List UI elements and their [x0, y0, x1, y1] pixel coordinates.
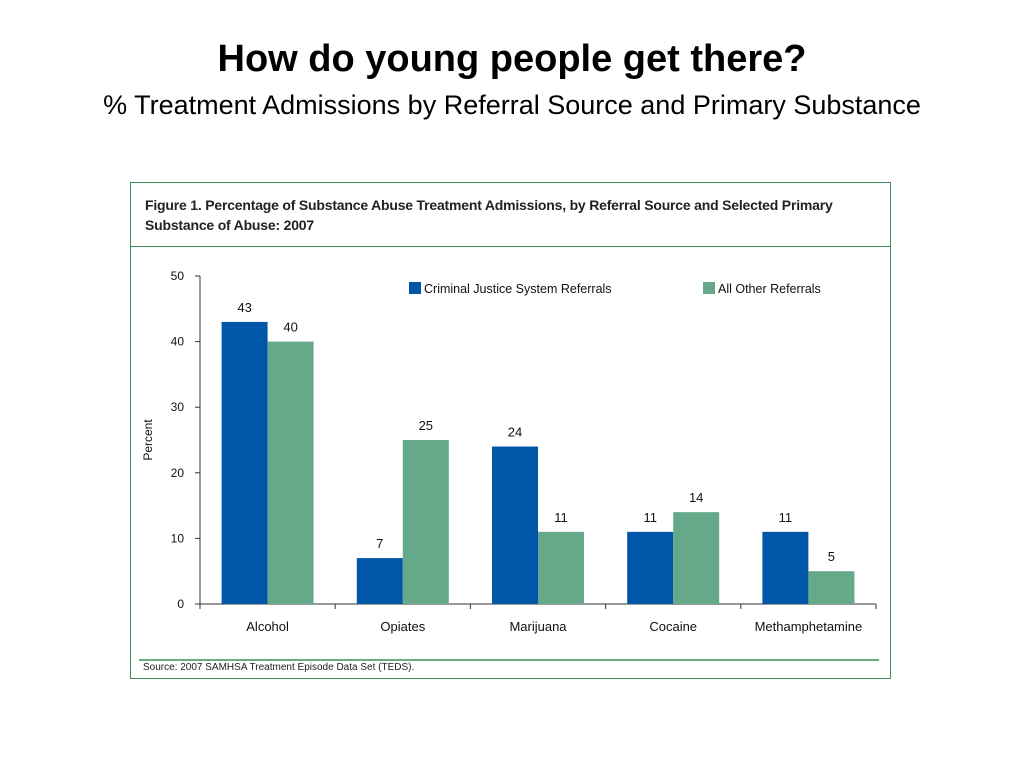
slide-subtitle: % Treatment Admissions by Referral Sourc… — [103, 90, 921, 120]
legend-label: All Other Referrals — [718, 282, 821, 296]
y-tick-label: 40 — [171, 335, 185, 349]
data-label: 7 — [376, 536, 383, 551]
legend-label: Criminal Justice System Referrals — [424, 282, 612, 296]
data-label: 40 — [283, 320, 297, 335]
legend-swatch — [703, 282, 715, 294]
slide-title: How do young people get there? — [217, 38, 807, 80]
category-label: Methamphetamine — [755, 619, 863, 634]
y-tick-label: 10 — [171, 531, 185, 545]
legend-swatch — [409, 282, 421, 294]
data-label: 24 — [508, 425, 522, 440]
y-axis-title: Percent — [141, 419, 155, 461]
bar-chart: 0 10 20 30 40 50 Percent 43 40 Alcohol 7 25 Opiates 2… — [139, 269, 879, 661]
data-label: 5 — [828, 549, 835, 564]
bar-opiates-criminal-justice — [356, 558, 403, 604]
bar-marijuana-criminal-justice — [492, 446, 538, 604]
bar-marijuana-all-other — [538, 531, 584, 604]
bar-alcohol-all-other — [267, 341, 314, 604]
data-label: 25 — [419, 418, 433, 433]
data-label: 11 — [643, 510, 657, 525]
y-tick-label: 30 — [171, 400, 185, 414]
data-label: 11 — [779, 510, 793, 525]
y-tick-label: 50 — [171, 269, 185, 283]
bar-methamphetamine-criminal-justice — [762, 531, 809, 604]
y-tick-label: 0 — [177, 597, 184, 611]
bar-alcohol-criminal-justice — [221, 321, 268, 604]
data-label: 11 — [554, 510, 568, 525]
figure-frame: Figure 1. Percentage of Substance Abuse … — [130, 182, 891, 679]
category-label: Alcohol — [246, 619, 289, 634]
bar-opiates-all-other — [402, 440, 449, 604]
data-label: 43 — [237, 300, 251, 315]
category-label: Opiates — [380, 619, 425, 634]
y-tick-label: 20 — [171, 466, 185, 480]
data-label: 14 — [689, 490, 703, 505]
category-label: Cocaine — [649, 619, 697, 634]
bar-cocaine-all-other — [673, 512, 720, 604]
source-note: Source: 2007 SAMHSA Treatment Episode Da… — [143, 662, 415, 673]
category-label: Marijuana — [509, 619, 567, 634]
caption-divider — [131, 246, 890, 247]
figure-caption: Figure 1. Percentage of Substance Abuse … — [145, 197, 833, 233]
bar-methamphetamine-all-other — [808, 571, 855, 604]
bar-cocaine-criminal-justice — [627, 531, 674, 604]
